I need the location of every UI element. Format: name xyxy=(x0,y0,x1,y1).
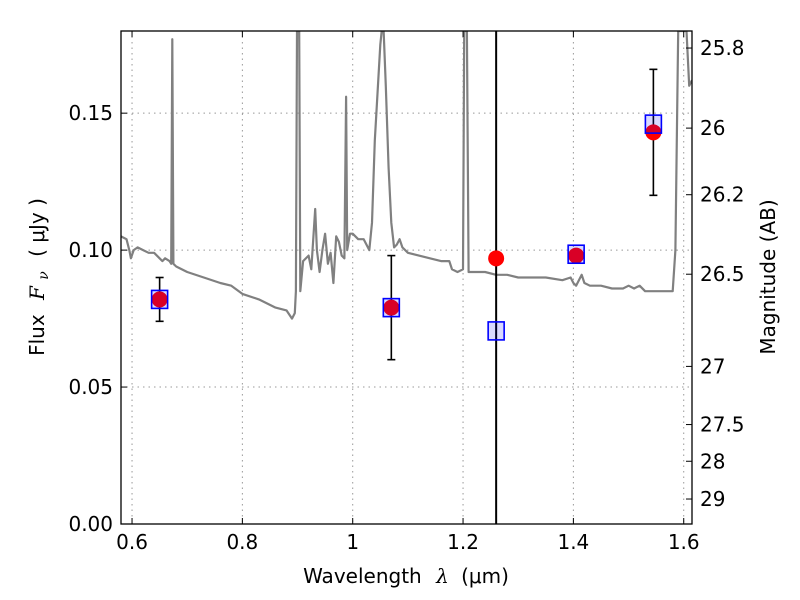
x-axis-label-unit: (μm) xyxy=(461,564,509,588)
model-points xyxy=(150,114,663,341)
model-point xyxy=(150,289,169,310)
y-axis-label-symbol: F xyxy=(25,285,49,301)
observed-point xyxy=(488,250,505,267)
y2-tick-label: 25.8 xyxy=(700,36,745,60)
y-tick-label: 0.10 xyxy=(68,238,113,262)
y-axis-label-sub: ν xyxy=(36,271,52,280)
y2-axis-label: Magnitude (AB) xyxy=(756,199,780,354)
model-point xyxy=(382,297,401,318)
x-axis-label: Wavelength λ (μm) xyxy=(303,564,509,588)
y2-tick-label: 27 xyxy=(700,354,725,378)
y2-tick-label: 26.5 xyxy=(700,262,745,286)
plot-area xyxy=(121,31,692,524)
x-tick-label: 0.8 xyxy=(226,530,258,554)
y2-tick-label: 28 xyxy=(700,449,725,473)
x-tick-labels: 0.6 0.8 1 1.2 1.4 1.6 xyxy=(116,530,700,554)
x-axis-label-text: Wavelength xyxy=(303,564,422,588)
x-tick-label: 0.6 xyxy=(116,530,148,554)
y2-tick-label: 26.2 xyxy=(700,183,745,207)
x-axis-label-symbol: λ xyxy=(435,564,449,588)
spectrum-line xyxy=(121,31,692,320)
y2-tick-label: 29 xyxy=(700,487,725,511)
model-point xyxy=(644,114,663,134)
x-tick-label: 1.6 xyxy=(668,530,700,554)
y-axis-label-unit: ( μJy ) xyxy=(25,198,49,257)
x-tick-label: 1.4 xyxy=(557,530,589,554)
model-point xyxy=(567,244,585,265)
y-axis-label: Flux F ν ( μJy ) xyxy=(25,198,53,356)
model-point xyxy=(487,321,505,341)
y2-tick-label: 27.5 xyxy=(700,413,745,437)
spectrum-layer xyxy=(121,31,692,320)
y-axis-label-text: Flux xyxy=(25,314,49,356)
x-tick-label: 1.2 xyxy=(447,530,479,554)
y2-tick-labels: 25.8 26 26.2 26.5 27 27.5 28 29 xyxy=(700,36,745,511)
plot-frame xyxy=(120,30,693,525)
y-tick-label: 0.05 xyxy=(68,375,113,399)
y-tick-label: 0.15 xyxy=(68,101,113,125)
ticks xyxy=(121,31,692,525)
y-tick-labels: 0.00 0.05 0.10 0.15 xyxy=(68,101,113,536)
x-tick-label: 1 xyxy=(346,530,359,554)
y-tick-label: 0.00 xyxy=(68,512,113,536)
y2-tick-label: 26 xyxy=(700,116,725,140)
